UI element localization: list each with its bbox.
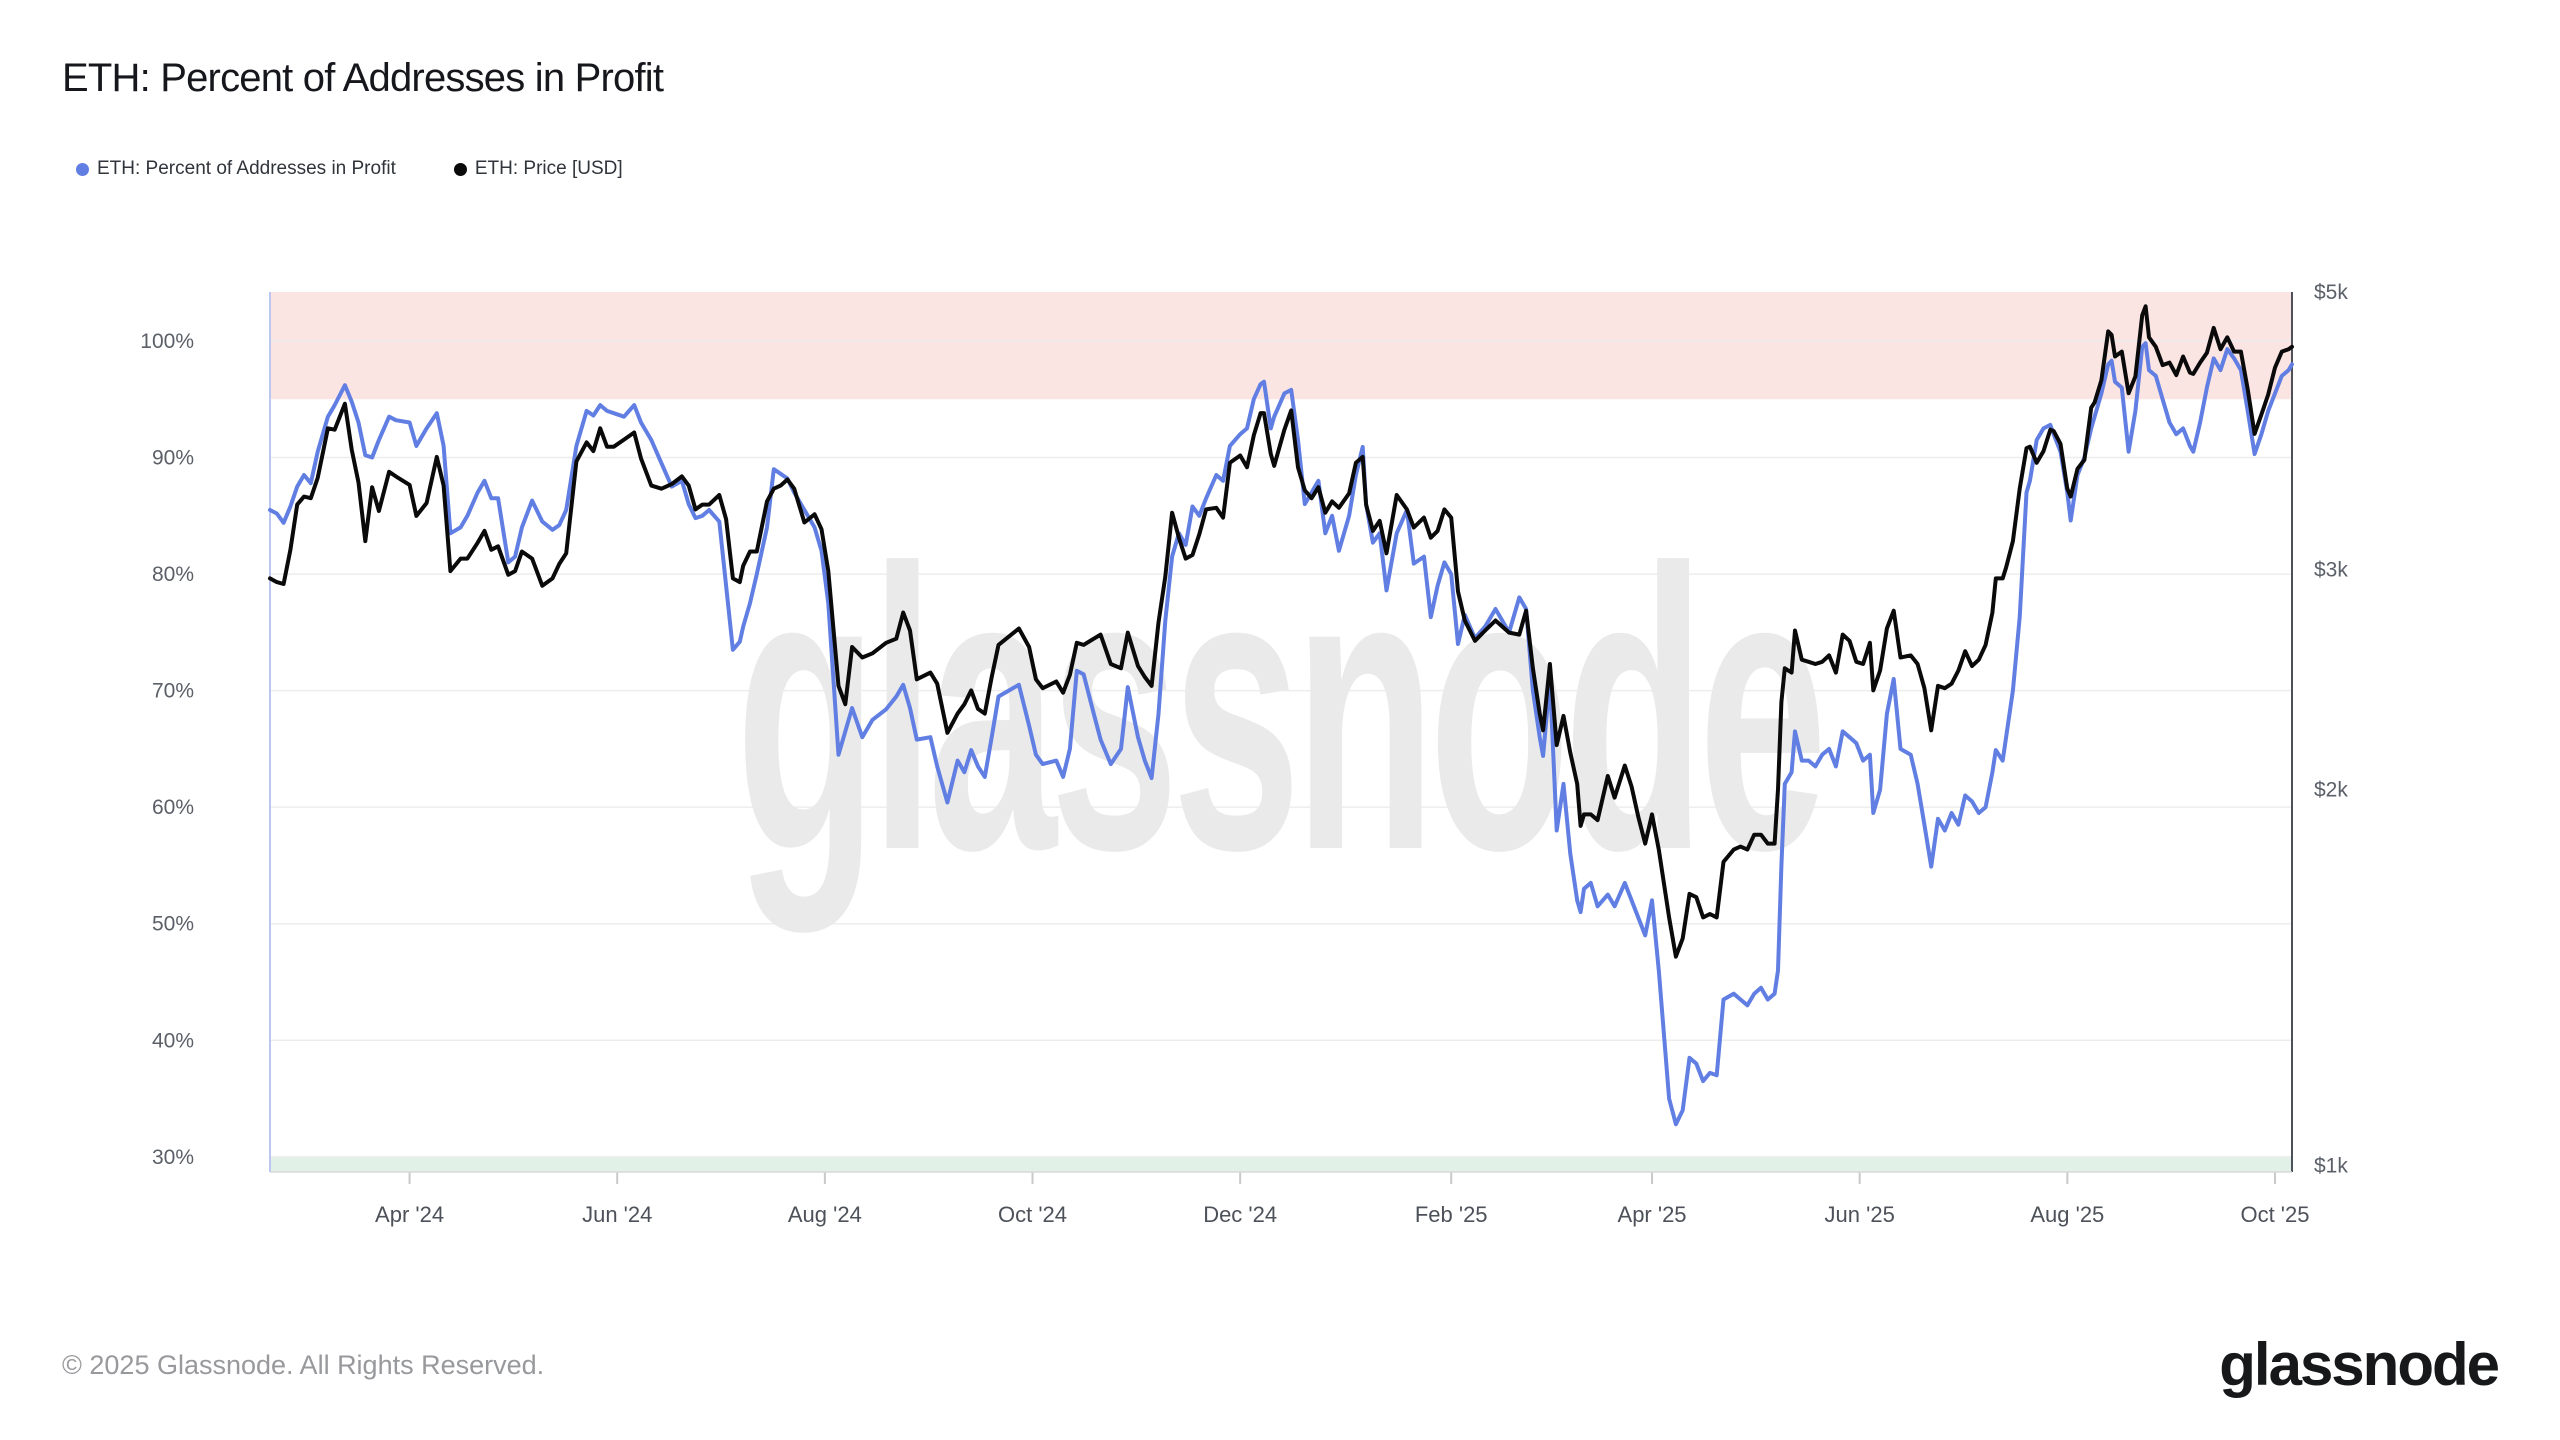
x-axis-tick-label: Jun '25 — [1825, 1202, 1895, 1227]
legend-item-eth-price[interactable]: ETH: Price [USD] — [453, 158, 623, 180]
legend-dot-blue-icon — [76, 162, 89, 176]
legend-item-percent-in-profit[interactable]: ETH: Percent of Addresses in Profit — [76, 158, 396, 180]
legend-label: ETH: Percent of Addresses in Profit — [97, 158, 396, 179]
left-axis-tick-label: 40% — [152, 1029, 194, 1052]
x-axis-tick-label: Oct '24 — [998, 1202, 1067, 1227]
right-axis-tick-label: $2k — [2314, 778, 2348, 801]
left-axis-tick-label: 70% — [152, 680, 194, 703]
left-axis-tick-label: 90% — [152, 447, 194, 470]
x-axis-tick-label: Oct '25 — [2240, 1202, 2309, 1227]
chart-legend: ETH: Percent of Addresses in Profit ETH:… — [76, 158, 623, 180]
right-axis-tick-label: $5k — [2314, 281, 2348, 304]
series-line-eth-price — [268, 304, 2294, 959]
left-axis-tick-label: 60% — [152, 796, 194, 819]
left-axis-tick-label: 30% — [152, 1146, 194, 1169]
low-profit-band — [270, 1156, 2292, 1172]
left-axis-tick-label: 80% — [152, 563, 194, 586]
left-axis-tick-label: 100% — [140, 330, 194, 353]
copyright-text: © 2025 Glassnode. All Rights Reserved. — [62, 1350, 545, 1380]
plot-area[interactable] — [270, 292, 2292, 1172]
glassnode-logo: glassnode — [2219, 1331, 2500, 1398]
page-title: ETH: Percent of Addresses in Profit — [62, 56, 664, 100]
legend-dot-black-icon — [453, 162, 467, 176]
right-axis-tick-label: $1k — [2314, 1155, 2348, 1178]
x-axis-tick-label: Aug '24 — [788, 1202, 862, 1227]
x-axis-tick-label: Jun '24 — [582, 1202, 652, 1227]
right-axis-tick-label: $3k — [2314, 558, 2348, 581]
x-axis-tick-label: Feb '25 — [1415, 1202, 1488, 1227]
x-axis-tick-label: Apr '24 — [375, 1202, 444, 1227]
high-profit-band — [270, 292, 2292, 400]
left-axis-tick-label: 50% — [152, 913, 194, 936]
legend-label: ETH: Price [USD] — [474, 158, 623, 179]
x-axis-tick-label: Apr '25 — [1618, 1202, 1687, 1227]
x-axis-tick-label: Dec '24 — [1203, 1202, 1277, 1227]
glassnode-watermark: glassnode — [736, 487, 1822, 935]
x-axis-tick-label: Aug '25 — [2030, 1202, 2104, 1227]
